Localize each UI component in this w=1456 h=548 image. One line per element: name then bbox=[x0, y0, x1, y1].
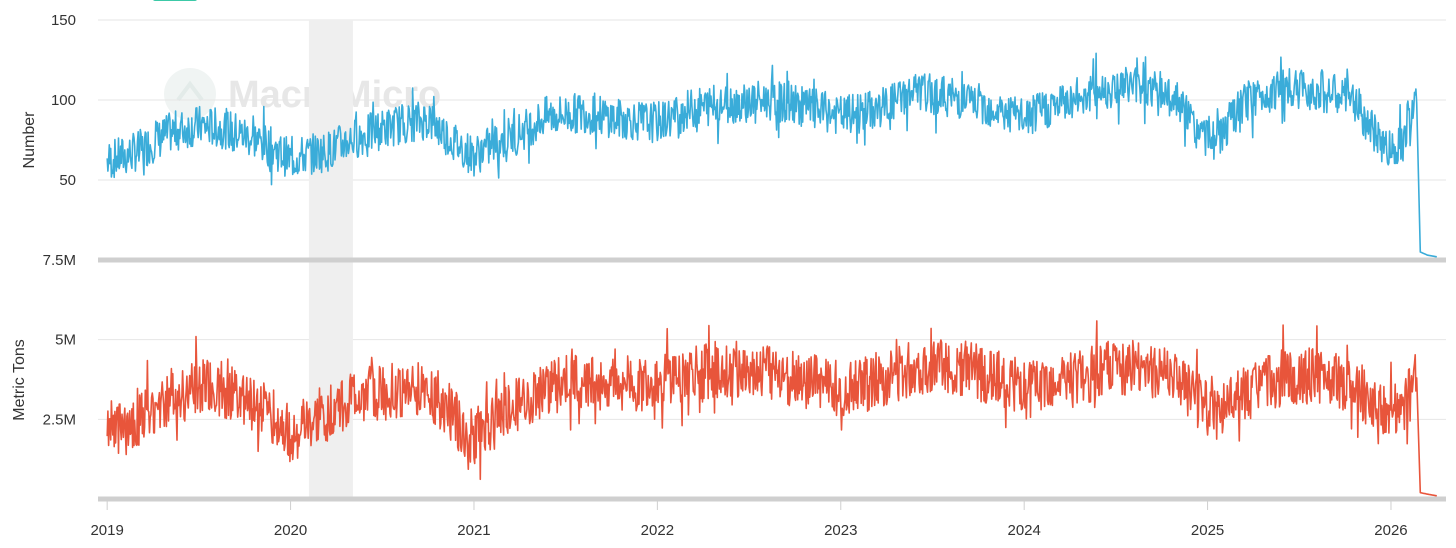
macromicro-logo-icon bbox=[164, 68, 216, 120]
x-tick-label: 2020 bbox=[274, 522, 307, 539]
y-tick-label: 2.5M bbox=[43, 411, 76, 428]
y-tick-label: 7.5M bbox=[43, 252, 76, 269]
x-tick-label: 2019 bbox=[90, 522, 123, 539]
y-tick-label: 100 bbox=[51, 92, 76, 109]
series-layer bbox=[106, 52, 1437, 497]
x-tick-label: 2026 bbox=[1374, 522, 1407, 539]
bottom-y-axis-title: Metric Tons bbox=[11, 339, 28, 421]
x-tick-label: 2025 bbox=[1191, 522, 1224, 539]
x-tick-label: 2023 bbox=[824, 522, 857, 539]
x-tick-label: 2024 bbox=[1007, 522, 1040, 539]
panel-axis-bar bbox=[98, 496, 1446, 502]
y-tick-label: 50 bbox=[59, 172, 76, 189]
bottom-series-line bbox=[106, 320, 1437, 497]
axis-bars bbox=[98, 257, 1446, 502]
x-tick-label: 2022 bbox=[641, 522, 674, 539]
top-series-line bbox=[106, 52, 1437, 258]
legend-swatch[interactable] bbox=[153, 0, 197, 1]
x-tick-label: 2021 bbox=[457, 522, 490, 539]
y-tick-label: 5M bbox=[55, 332, 76, 349]
top-y-axis-title: Number bbox=[21, 111, 38, 169]
y-tick-label: 150 bbox=[51, 12, 76, 29]
axis-labels: 50 100 150 2.5M 5M 7.5M 2019 2020 2021 2022 2023 20… bbox=[43, 12, 1408, 539]
macromicro-logo-mark bbox=[176, 80, 204, 102]
panel-axis-bar bbox=[98, 257, 1446, 263]
